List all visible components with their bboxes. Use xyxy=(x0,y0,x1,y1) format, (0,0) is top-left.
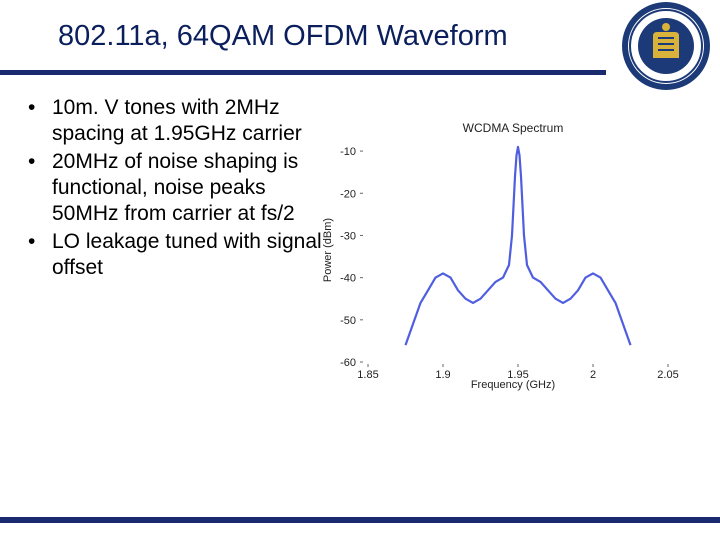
spectrum-series-line xyxy=(404,145,632,346)
y-tick-label: -20 xyxy=(340,188,356,200)
uc-berkeley-seal-icon: · · · · · · · · 1868 · xyxy=(622,2,710,90)
x-tick-label: 1.85 xyxy=(357,369,378,381)
bullet-item: • LO leakage tuned with signal offset xyxy=(28,230,322,279)
x-tick-label: 1.95 xyxy=(507,369,528,381)
bullet-item: • 10m. V tones with 2MHz spacing at 1.95G… xyxy=(28,96,302,145)
chart-x-axis-label: Frequency (GHz) xyxy=(471,379,555,391)
svg-text:· 1868 ·: · 1868 · xyxy=(657,84,675,90)
y-tick-label: -40 xyxy=(340,273,356,285)
bullet-text: 10m. V tones with 2MHz spacing at 1.95GH… xyxy=(52,96,302,145)
y-tick-label: -60 xyxy=(340,357,356,369)
x-tick-label: 2.05 xyxy=(657,369,678,381)
y-tick-label: -50 xyxy=(340,315,356,327)
bullet-text: LO leakage tuned with signal offset xyxy=(52,230,322,279)
bullet-item: • 20MHz of noise shaping is functional, n… xyxy=(28,150,299,225)
footer-rule xyxy=(0,517,720,523)
bullet-list: • 10m. V tones with 2MHz spacing at 1.95G… xyxy=(22,95,322,283)
wcdma-spectrum-chart: WCDMA Spectrum Power (dBm) Frequency (GH… xyxy=(322,121,679,391)
title-underline xyxy=(0,70,606,75)
y-tick-label: -30 xyxy=(340,230,356,242)
x-tick-label: 1.9 xyxy=(435,369,450,381)
chart-y-axis-label: Power (dBm) xyxy=(322,218,334,282)
x-tick-label: 2 xyxy=(590,369,596,381)
slide-title: 802.11a, 64QAM OFDM Waveform xyxy=(58,20,508,52)
bullet-text: 20MHz of noise shaping is functional, no… xyxy=(52,150,299,225)
chart-plot-area: -10 -20 -30 -40 -50 -601.85 1.9 1.95 2 2.05 xyxy=(340,145,679,381)
y-tick-label: -10 xyxy=(340,146,356,158)
chart-title: WCDMA Spectrum xyxy=(463,121,564,135)
svg-text:· · · · · · ·: · · · · · · · xyxy=(656,5,676,11)
